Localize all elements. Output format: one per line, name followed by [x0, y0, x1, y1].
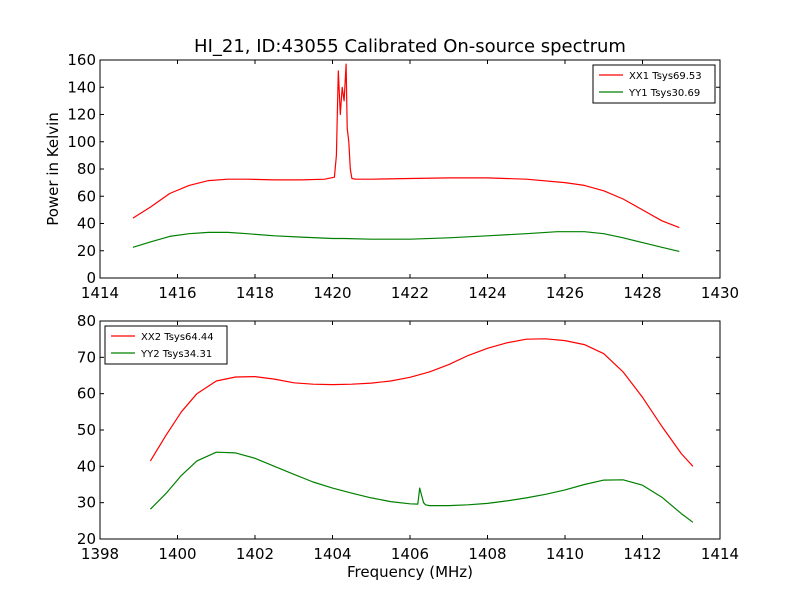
- y-tick-label: 100: [67, 133, 96, 151]
- y-tick-label: 20: [77, 242, 96, 260]
- y-tick-label: 120: [67, 106, 96, 124]
- x-tick-label: 1430: [701, 284, 739, 302]
- y-tick-label: 70: [77, 348, 96, 366]
- y-tick-label: 30: [77, 494, 96, 512]
- x-tick-label: 1422: [391, 284, 429, 302]
- chart-title: HI_21, ID:43055 Calibrated On-source spe…: [194, 36, 626, 57]
- x-tick-label: 1414: [81, 284, 119, 302]
- x-tick-label: 1406: [391, 545, 429, 563]
- x-tick-label: 1418: [236, 284, 274, 302]
- y-tick-label: 80: [77, 312, 96, 330]
- x-tick-label: 1420: [313, 284, 351, 302]
- legend-box: [592, 64, 716, 104]
- x-tick-label: 1408: [468, 545, 506, 563]
- x-tick-label: 1416: [158, 284, 196, 302]
- bottom-spectrum-panel: 1398 1400 1402 1404 1406 1408 1410 1412 1414 20 30…: [77, 312, 739, 563]
- legend-label: YY2 Tsys34.31: [140, 349, 212, 360]
- legend-label: XX2 Tsys64.44: [141, 332, 214, 343]
- legend: XX1 Tsys69.53 YY1 Tsys30.69: [592, 64, 716, 104]
- x-axis-label: Frequency (MHz): [347, 563, 473, 581]
- y-tick-label: 40: [77, 215, 96, 233]
- x-tick-label: 1424: [468, 284, 506, 302]
- series-line-2: [132, 231, 680, 252]
- y-tick-label: 160: [67, 51, 96, 69]
- series-line-1: [132, 63, 680, 229]
- y-tick-label: 60: [77, 385, 96, 403]
- y-tick-label: 80: [77, 160, 96, 178]
- top-spectrum-panel: 1414 1416 1418 1420 1422 1424 1426 1428 1430 0 20 4…: [67, 51, 739, 302]
- x-tick-label: 1400: [158, 545, 196, 563]
- y-tick-label: 140: [67, 78, 96, 96]
- legend: XX2 Tsys64.44 YY2 Tsys34.31: [104, 325, 228, 365]
- x-tick-label: 1404: [313, 545, 351, 563]
- y-tick-label: 20: [77, 530, 96, 548]
- x-tick-label: 1398: [81, 545, 119, 563]
- y-tick-label: 50: [77, 421, 96, 439]
- x-tick-label: 1428: [623, 284, 661, 302]
- x-tick-label: 1402: [236, 545, 274, 563]
- series-line-1: [149, 338, 694, 467]
- x-tick-label: 1426: [546, 284, 584, 302]
- y-tick-label: 40: [77, 457, 96, 475]
- x-tick-label: 1414: [701, 545, 739, 563]
- series-line-2: [149, 451, 694, 523]
- y-axis-label: Power in Kelvin: [44, 112, 62, 226]
- x-tick-label: 1410: [546, 545, 584, 563]
- legend-label: XX1 Tsys69.53: [629, 71, 702, 82]
- legend-label: YY1 Tsys30.69: [628, 88, 700, 99]
- legend-box: [104, 325, 228, 365]
- y-tick-label: 0: [86, 269, 96, 287]
- y-tick-label: 60: [77, 187, 96, 205]
- x-tick-label: 1412: [623, 545, 661, 563]
